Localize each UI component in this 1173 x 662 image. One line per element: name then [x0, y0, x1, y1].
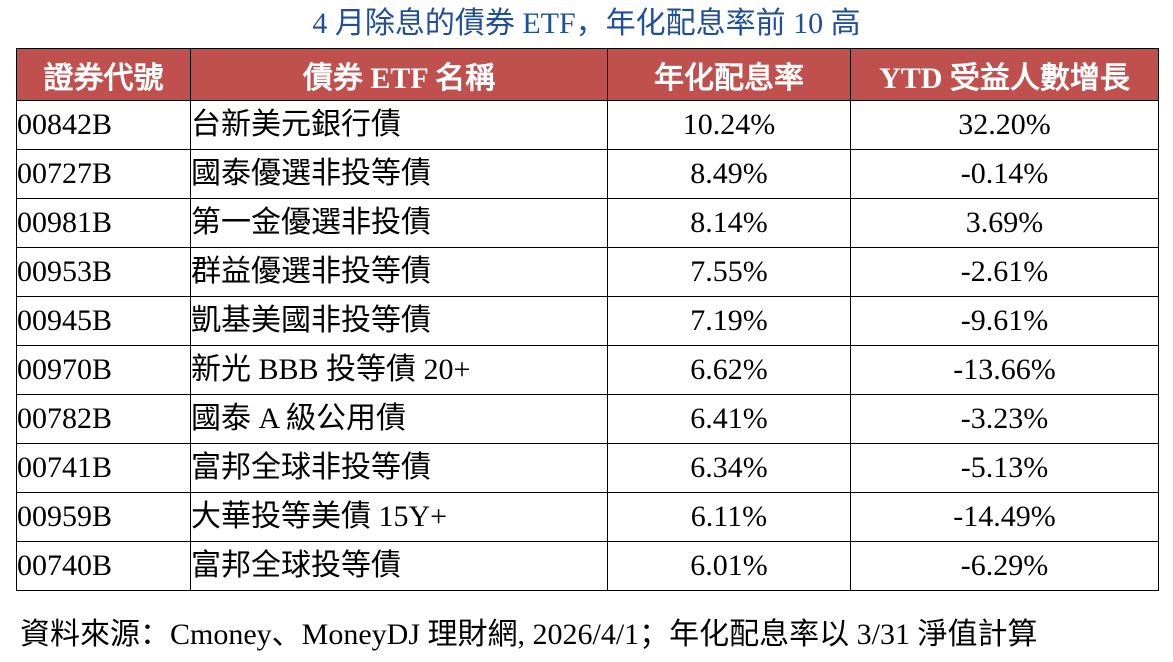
page-title: 4 月除息的債券 ETF，年化配息率前 10 高: [312, 7, 861, 40]
ytd-growth-cell: -9.61%: [850, 296, 1159, 346]
ytd-growth-cell: -3.23%: [850, 394, 1159, 444]
ytd-growth-cell: 32.20%: [850, 100, 1159, 150]
etf-name-cell: 富邦全球非投等債: [190, 443, 608, 493]
etf-name-cell: 凱基美國非投等債: [190, 296, 608, 346]
annualized-yield-cell: 6.11%: [607, 492, 851, 542]
table-row: 00842B 台新美元銀行債 10.24% 32.20%: [16, 100, 1159, 150]
ytd-growth-cell: -2.61%: [850, 247, 1159, 297]
security-code-cell: 00953B: [16, 247, 191, 297]
security-code-cell: 00959B: [16, 492, 191, 542]
header-ytd-holder-growth: YTD 受益人數增長: [850, 48, 1159, 101]
annualized-yield-cell: 8.14%: [607, 198, 851, 248]
annualized-yield-cell: 8.49%: [607, 149, 851, 199]
table-row: 00740B 富邦全球投等債 6.01% -6.29%: [16, 541, 1159, 591]
etf-name-cell: 第一金優選非投債: [190, 198, 608, 248]
ytd-growth-cell: -0.14%: [850, 149, 1159, 199]
security-code-cell: 00782B: [16, 394, 191, 444]
etf-name-cell: 群益優選非投等債: [190, 247, 608, 297]
etf-name-cell: 新光 BBB 投等債 20+: [190, 345, 608, 395]
table-header-row: 證券代號 債券 ETF 名稱 年化配息率 YTD 受益人數增長: [16, 48, 1159, 101]
security-code-cell: 00981B: [16, 198, 191, 248]
table-row: 00727B 國泰優選非投等債 8.49% -0.14%: [16, 149, 1159, 199]
etf-name-cell: 富邦全球投等債: [190, 541, 608, 591]
ytd-growth-cell: -6.29%: [850, 541, 1159, 591]
header-security-code: 證券代號: [16, 48, 191, 101]
etf-name-cell: 大華投等美債 15Y+: [190, 492, 608, 542]
source-note: 資料來源：Cmoney、MoneyDJ 理財網, 2026/4/1；年化配息率以…: [20, 618, 1038, 651]
security-code-cell: 00741B: [16, 443, 191, 493]
header-etf-name: 債券 ETF 名稱: [190, 48, 608, 101]
etf-dividend-table: 證券代號 債券 ETF 名稱 年化配息率 YTD 受益人數增長 00842B 台…: [16, 48, 1159, 591]
table-row: 00741B 富邦全球非投等債 6.34% -5.13%: [16, 443, 1159, 493]
ytd-growth-cell: -14.49%: [850, 492, 1159, 542]
etf-name-cell: 台新美元銀行債: [190, 100, 608, 150]
table-row: 00945B 凱基美國非投等債 7.19% -9.61%: [16, 296, 1159, 346]
security-code-cell: 00842B: [16, 100, 191, 150]
security-code-cell: 00970B: [16, 345, 191, 395]
annualized-yield-cell: 10.24%: [607, 100, 851, 150]
etf-name-cell: 國泰 A 級公用債: [190, 394, 608, 444]
security-code-cell: 00740B: [16, 541, 191, 591]
table-row: 00782B 國泰 A 級公用債 6.41% -3.23%: [16, 394, 1159, 444]
table-row: 00959B 大華投等美債 15Y+ 6.11% -14.49%: [16, 492, 1159, 542]
annualized-yield-cell: 6.41%: [607, 394, 851, 444]
annualized-yield-cell: 6.62%: [607, 345, 851, 395]
table-row: 00981B 第一金優選非投債 8.14% 3.69%: [16, 198, 1159, 248]
annualized-yield-cell: 7.55%: [607, 247, 851, 297]
table-row: 00970B 新光 BBB 投等債 20+ 6.62% -13.66%: [16, 345, 1159, 395]
etf-name-cell: 國泰優選非投等債: [190, 149, 608, 199]
table-row: 00953B 群益優選非投等債 7.55% -2.61%: [16, 247, 1159, 297]
annualized-yield-cell: 7.19%: [607, 296, 851, 346]
annualized-yield-cell: 6.34%: [607, 443, 851, 493]
header-annualized-yield: 年化配息率: [607, 48, 851, 101]
security-code-cell: 00945B: [16, 296, 191, 346]
ytd-growth-cell: 3.69%: [850, 198, 1159, 248]
ytd-growth-cell: -13.66%: [850, 345, 1159, 395]
security-code-cell: 00727B: [16, 149, 191, 199]
ytd-growth-cell: -5.13%: [850, 443, 1159, 493]
annualized-yield-cell: 6.01%: [607, 541, 851, 591]
